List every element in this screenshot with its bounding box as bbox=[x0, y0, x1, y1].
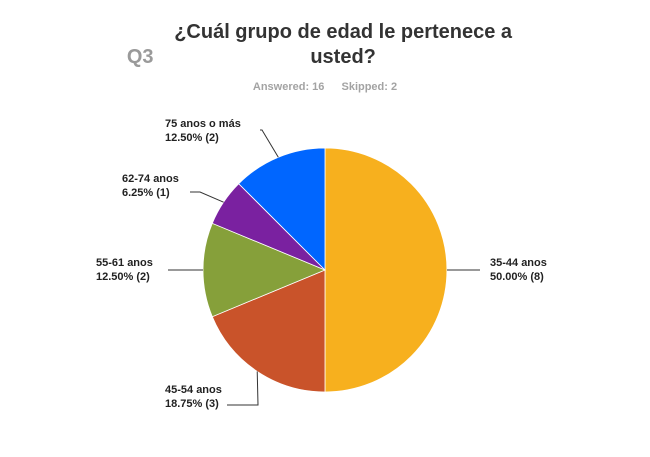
pie-slice-3 bbox=[202, 222, 327, 318]
slice-value-label-3: 12.50% (2) bbox=[96, 271, 150, 283]
skipped-count: Skipped: 2 bbox=[341, 81, 398, 93]
question-text: ¿Cuál grupo de edad le pertenece a usted… bbox=[174, 21, 513, 68]
leader-line-5 bbox=[260, 129, 279, 158]
pie-slices bbox=[202, 147, 448, 393]
chart-title: Q3 ¿Cuál grupo de edad le pertenece a us… bbox=[0, 20, 650, 70]
slice-value-label-2: 18.75% (3) bbox=[165, 398, 219, 410]
leader-line-2 bbox=[227, 371, 259, 406]
slice-value-label-1: 50.00% (8) bbox=[490, 271, 544, 283]
pie-labels: 35-44 anos 50.00% (8) 45-54 anos 18.75% (3)… bbox=[96, 118, 547, 410]
slice-value-label-5: 12.50% (2) bbox=[165, 132, 219, 144]
response-stats: Answered: 16 Skipped: 2 bbox=[0, 81, 650, 93]
leader-line-4 bbox=[190, 191, 224, 203]
pie-slice-2 bbox=[211, 269, 326, 393]
slice-value-label-4: 6.25% (1) bbox=[122, 187, 170, 199]
slice-label-3: 55-61 anos bbox=[96, 257, 153, 269]
pie-slice-1 bbox=[324, 147, 448, 393]
slice-label-2: 45-54 anos bbox=[165, 384, 222, 396]
pie-slice-5 bbox=[238, 147, 326, 271]
slice-label-5: 75 anos o más bbox=[165, 118, 241, 130]
question-number: Q3 bbox=[126, 46, 154, 68]
slice-label-4: 62-74 anos bbox=[122, 173, 179, 185]
answered-count: Answered: 16 bbox=[252, 81, 325, 93]
slice-label-1: 35-44 anos bbox=[490, 257, 547, 269]
